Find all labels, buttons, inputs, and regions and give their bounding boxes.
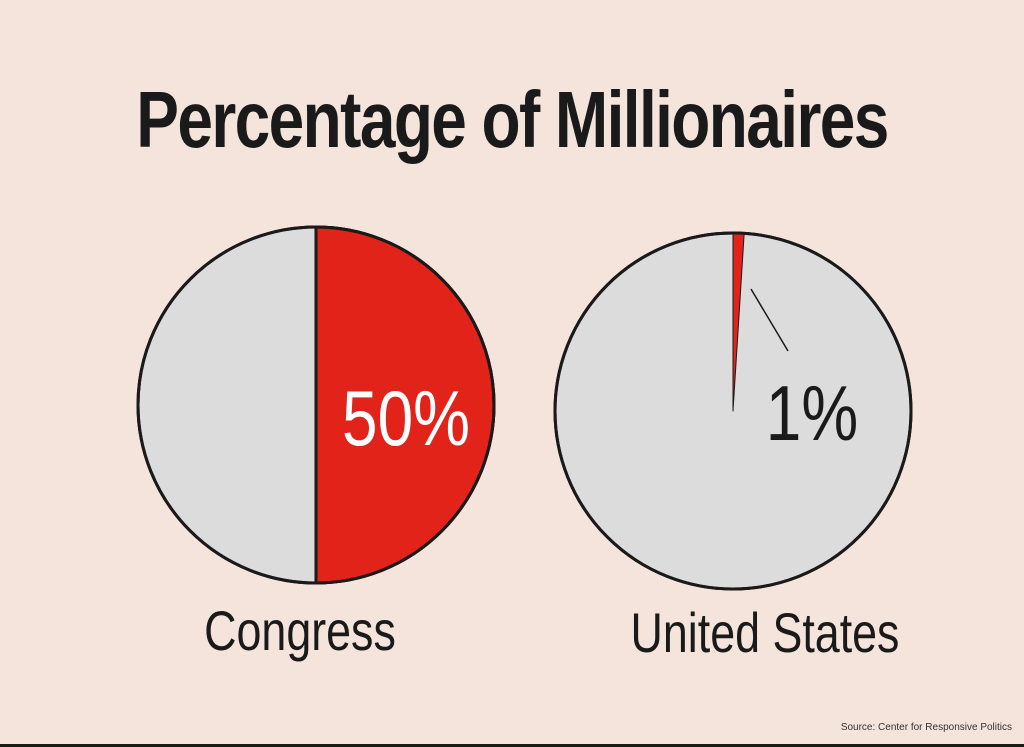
category-label-congress: Congress [204, 599, 396, 662]
pie-outline-congress [136, 225, 496, 585]
value-label-congress: 50% [342, 375, 470, 462]
bottom-rule [0, 744, 1024, 747]
value-label-united-states: 1% [766, 370, 858, 457]
category-label-united-states: United States [631, 601, 900, 664]
source-note: Source: Center for Responsive Politics [840, 722, 1012, 733]
pie-outline-united-states [553, 231, 913, 591]
chart-title: Percentage of Millionaires [136, 75, 889, 164]
leader-line-united-states [750, 288, 789, 352]
